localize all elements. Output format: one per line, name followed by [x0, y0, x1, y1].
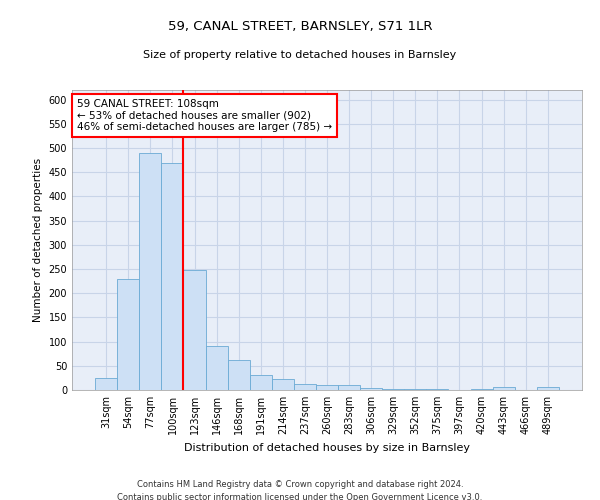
- Text: Contains HM Land Registry data © Crown copyright and database right 2024.: Contains HM Land Registry data © Crown c…: [137, 480, 463, 489]
- Text: Contains public sector information licensed under the Open Government Licence v3: Contains public sector information licen…: [118, 492, 482, 500]
- Y-axis label: Number of detached properties: Number of detached properties: [33, 158, 43, 322]
- Bar: [272, 379, 294, 390]
- Bar: [227, 360, 250, 390]
- Bar: [250, 376, 272, 390]
- Bar: [470, 389, 493, 390]
- Bar: [360, 388, 382, 390]
- Bar: [117, 278, 139, 390]
- Bar: [206, 346, 227, 390]
- Bar: [184, 270, 206, 390]
- X-axis label: Distribution of detached houses by size in Barnsley: Distribution of detached houses by size …: [184, 442, 470, 452]
- Bar: [404, 389, 427, 390]
- Bar: [316, 385, 338, 390]
- Bar: [338, 385, 360, 390]
- Bar: [493, 386, 515, 390]
- Bar: [139, 153, 161, 390]
- Bar: [382, 389, 404, 390]
- Text: 59 CANAL STREET: 108sqm
← 53% of detached houses are smaller (902)
46% of semi-d: 59 CANAL STREET: 108sqm ← 53% of detache…: [77, 99, 332, 132]
- Bar: [161, 162, 184, 390]
- Text: 59, CANAL STREET, BARNSLEY, S71 1LR: 59, CANAL STREET, BARNSLEY, S71 1LR: [168, 20, 432, 33]
- Bar: [427, 389, 448, 390]
- Bar: [294, 384, 316, 390]
- Text: Size of property relative to detached houses in Barnsley: Size of property relative to detached ho…: [143, 50, 457, 60]
- Bar: [95, 378, 117, 390]
- Bar: [537, 387, 559, 390]
